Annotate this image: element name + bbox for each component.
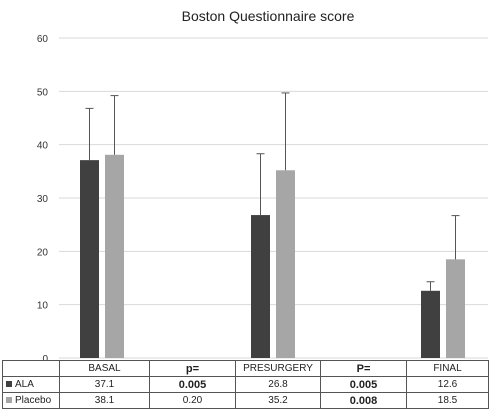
y-tick-label: 40 xyxy=(37,141,49,152)
bar-placebo xyxy=(276,170,295,358)
table-cell: 0.005 xyxy=(320,376,407,393)
table-header-cell: FINAL xyxy=(406,360,489,377)
table-cell: 35.2 xyxy=(235,392,321,409)
legend-label: ALA xyxy=(15,379,34,390)
table-cell: 18.5 xyxy=(406,392,489,409)
y-tick-label: 0 xyxy=(42,354,48,360)
legend-entry-placebo: Placebo xyxy=(2,392,60,409)
chart-title: Boston Questionnaire score xyxy=(182,8,355,24)
table-row: Placebo 38.1 0.20 35.2 0.008 18.5 xyxy=(2,392,489,409)
y-axis-ticks: 0 10 20 30 40 50 60 xyxy=(37,34,49,360)
table-cell: 37.1 xyxy=(59,376,150,393)
legend-label: Placebo xyxy=(15,395,52,406)
legend-swatch xyxy=(6,381,12,388)
y-tick-label: 30 xyxy=(37,194,49,205)
bar-ala xyxy=(421,290,440,358)
table-cell: 0.005 xyxy=(149,376,236,393)
table-cell: 12.6 xyxy=(406,376,489,393)
table-header-cell: BASAL xyxy=(59,360,150,377)
gridlines xyxy=(59,37,488,359)
y-tick-label: 10 xyxy=(37,301,49,312)
bar-placebo xyxy=(446,259,465,358)
table-header-cell: P= xyxy=(320,360,407,377)
bar-placebo xyxy=(105,154,124,358)
bar-ala xyxy=(80,160,99,358)
y-tick-label: 60 xyxy=(37,34,49,45)
table-header-cell xyxy=(2,360,60,377)
table-row: ALA 37.1 0.005 26.8 0.005 12.6 xyxy=(2,376,489,393)
y-tick-label: 50 xyxy=(37,87,49,98)
table-cell: 0.008 xyxy=(320,392,407,409)
y-tick-label: 20 xyxy=(37,247,49,258)
table-cell: 26.8 xyxy=(235,376,321,393)
error-bars xyxy=(85,92,460,291)
bar-ala xyxy=(251,215,270,358)
table-cell: 0.20 xyxy=(149,392,236,409)
bars xyxy=(80,154,465,358)
legend-swatch xyxy=(6,397,12,404)
table-header-row: BASAL p= PRESURGERY P= FINAL xyxy=(2,360,489,377)
bar-chart: Boston Questionnaire score 0 10 20 30 40 50 60 xyxy=(37,8,488,360)
data-table: BASAL p= PRESURGERY P= FINAL ALA 37.1 0.… xyxy=(2,360,489,409)
table-header-cell: PRESURGERY xyxy=(235,360,321,377)
table-cell: 38.1 xyxy=(59,392,150,409)
legend-entry-ala: ALA xyxy=(2,376,60,393)
table-header-cell: p= xyxy=(149,360,236,377)
